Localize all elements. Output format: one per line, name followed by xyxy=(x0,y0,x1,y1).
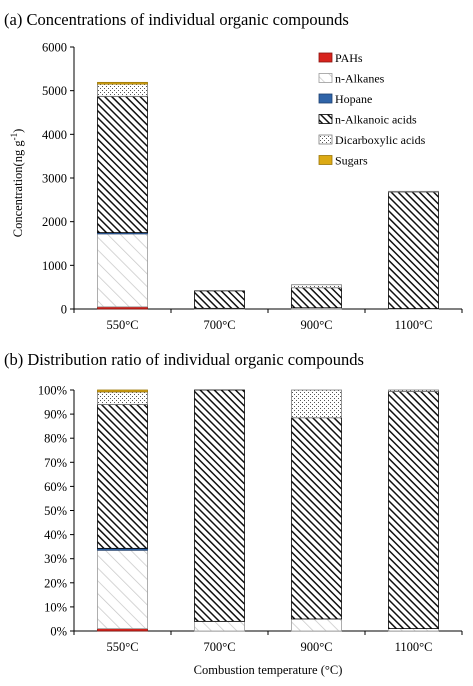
x-tick-label: 550°C xyxy=(106,640,138,654)
bar-segment xyxy=(97,404,148,549)
bar-segment xyxy=(97,83,148,97)
bar-segment xyxy=(194,620,245,632)
y-tick-label: 20% xyxy=(44,576,67,590)
y-tick-label: 1000 xyxy=(42,259,67,273)
bar-segment xyxy=(291,417,342,620)
bar-segment xyxy=(97,81,148,85)
bar-segment xyxy=(291,284,342,289)
legend-swatch xyxy=(318,114,333,124)
bar-segment xyxy=(388,190,439,193)
y-tick-label: 40% xyxy=(44,528,67,542)
panel-b-x-axis-label: Combustion temperature (°C) xyxy=(194,663,343,677)
y-tick-label: 0% xyxy=(50,625,67,639)
bar-segment xyxy=(194,290,245,309)
x-tick-label: 1100°C xyxy=(395,640,433,654)
x-tick-label: 700°C xyxy=(203,318,235,332)
legend: PAHs n-Alkanes Hopane n-Alkanoic acids Dicar… xyxy=(318,51,426,168)
bar-segment xyxy=(291,287,342,309)
x-tick-label: 900°C xyxy=(300,640,332,654)
x-tick-label: 700°C xyxy=(203,640,235,654)
legend-label: n-Alkanes xyxy=(335,72,385,86)
y-tick-label: 60% xyxy=(44,480,67,494)
x-tick-label: 900°C xyxy=(300,318,332,332)
bar-segment xyxy=(97,549,148,629)
legend-label: PAHs xyxy=(335,51,363,65)
legend-label: n-Alkanoic acids xyxy=(335,113,417,127)
bar-segment xyxy=(388,391,439,629)
y-tick-label: 2000 xyxy=(42,215,67,229)
y-tick-label: 80% xyxy=(44,432,67,446)
y-tick-label: 0 xyxy=(61,303,67,317)
y-tick-label: 50% xyxy=(44,504,67,518)
legend-swatch xyxy=(318,73,333,83)
panel-a-bars xyxy=(97,81,439,310)
panel-a-axes: 0 1000 2000 3000 4000 5000 6000 550°C 700°C 900°C… xyxy=(42,41,463,332)
panel-a-y-axis-label: Concentration(ng g-1) xyxy=(9,129,25,238)
panel-a-concentrations: (a) Concentrations of individual organic… xyxy=(4,10,463,332)
y-tick-label: 10% xyxy=(44,600,67,614)
y-tick-label: 6000 xyxy=(42,41,67,55)
y-tick-label: 3000 xyxy=(42,172,67,186)
bar-segment xyxy=(97,389,148,393)
panel-b-title: (b) Distribution ratio of individual org… xyxy=(4,350,364,369)
legend-swatch xyxy=(318,134,333,145)
y-tick-label: 4000 xyxy=(42,128,67,142)
bar-segment xyxy=(388,191,439,309)
bar-segment xyxy=(291,389,342,419)
panel-b-distribution: (b) Distribution ratio of individual org… xyxy=(4,350,463,677)
bar-segment xyxy=(388,389,439,392)
y-tick-label: 70% xyxy=(44,456,67,470)
legend-swatch xyxy=(318,93,333,104)
y-tick-label: 30% xyxy=(44,552,67,566)
bar-segment xyxy=(291,618,342,632)
bar-segment xyxy=(97,95,148,233)
y-tick-label: 100% xyxy=(38,384,67,398)
x-tick-label: 1100°C xyxy=(395,318,433,332)
legend-label: Hopane xyxy=(335,92,372,106)
x-tick-label: 550°C xyxy=(106,318,138,332)
legend-swatch xyxy=(318,155,333,165)
panel-a-title: (a) Concentrations of individual organic… xyxy=(4,10,349,29)
bar-segment xyxy=(194,389,245,622)
y-tick-label: 5000 xyxy=(42,84,67,98)
bar-segment xyxy=(97,391,148,405)
legend-swatch xyxy=(318,52,333,63)
y-tick-label: 90% xyxy=(44,408,67,422)
legend-label: Sugars xyxy=(335,154,368,168)
legend-label: Dicarboxylic acids xyxy=(335,133,426,147)
bar-segment xyxy=(97,233,148,308)
panel-b-bars xyxy=(97,389,439,632)
